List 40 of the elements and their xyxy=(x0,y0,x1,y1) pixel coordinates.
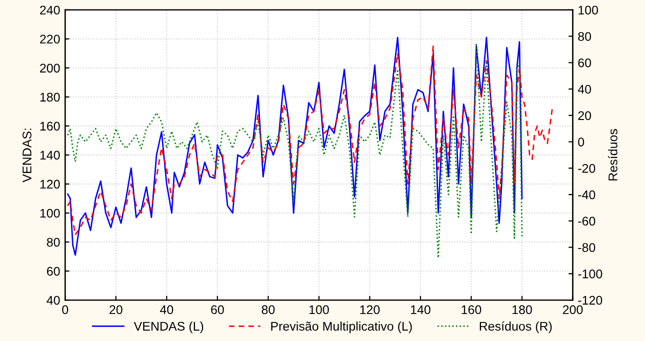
y-tick-label: 140 xyxy=(40,150,60,160)
x-tick-label: 160 xyxy=(462,305,482,314)
y-tick-label: 80 xyxy=(46,238,60,247)
y2-tick-label: 40 xyxy=(578,84,592,94)
y-tick-label: 200 xyxy=(40,64,60,73)
y2-tick-label: 80 xyxy=(578,32,592,41)
y2-tick-label: 20 xyxy=(578,111,592,120)
y2-axis-title: Resíduos xyxy=(608,129,618,180)
y-tick-label: 100 xyxy=(40,208,60,218)
x-tick-label: 40 xyxy=(160,305,174,314)
x-tick-label: 140 xyxy=(411,305,430,314)
y2-tick-label: 100 xyxy=(578,6,598,15)
x-tick-label: 200 xyxy=(562,305,583,314)
y-axis-title: VENDAS: xyxy=(22,128,32,182)
legend-label: Resíduos (R) xyxy=(480,321,552,334)
y2-tick-label: -40 xyxy=(578,190,596,200)
x-tick-label: 60 xyxy=(211,305,224,314)
y-tick-label: 220 xyxy=(40,34,60,44)
y-tick-label: 120 xyxy=(40,180,60,189)
x-tick-label: 100 xyxy=(309,305,329,314)
legend-label: Previsão Multiplicativo (L) xyxy=(271,322,412,334)
y-tick-label: 60 xyxy=(47,266,60,276)
y2-tick-label: -80 xyxy=(578,243,596,252)
y2-tick-label: -20 xyxy=(578,164,596,173)
y2-tick-label: -100 xyxy=(578,270,602,278)
x-tick-label: 0 xyxy=(62,305,68,314)
y-tick-label: 180 xyxy=(40,92,60,102)
y-tick-label: 240 xyxy=(40,6,60,15)
x-tick-label: 80 xyxy=(262,305,275,314)
y2-tick-label: -120 xyxy=(578,296,602,305)
line-series xyxy=(66,45,554,236)
y-tick-label: 160 xyxy=(40,122,60,131)
y-tick-label: 40 xyxy=(46,296,60,305)
y2-tick-label: 60 xyxy=(578,58,592,68)
x-tick-label: 20 xyxy=(110,305,122,314)
y2-tick-label: 0 xyxy=(578,138,584,146)
y2-tick-label: -60 xyxy=(578,216,596,226)
x-tick-label: 120 xyxy=(360,305,380,314)
legend-label: VENDAS (L) xyxy=(134,322,204,334)
x-tick-label: 180 xyxy=(512,305,532,314)
